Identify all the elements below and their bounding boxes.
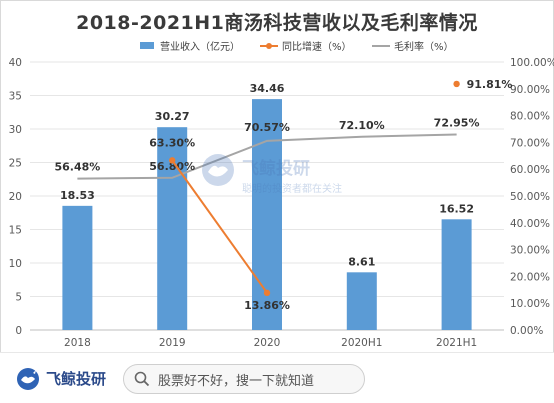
y-left-tick-label: 5 (15, 292, 22, 304)
y-right-tick-label: 0.00% (510, 325, 543, 337)
y-right-tick-label: 80.00% (510, 111, 550, 123)
y-left-tick-label: 40 (9, 57, 22, 69)
y-right-tick-label: 20.00% (510, 271, 550, 283)
x-tick-label: 2020 (254, 337, 281, 349)
footer-bar: 飞鲸投研 股票好不好，搜一下就知道 (0, 352, 554, 403)
y-left-tick-label: 20 (9, 191, 22, 203)
brand-name: 飞鲸投研 (46, 368, 106, 389)
x-tick-label: 2019 (159, 337, 186, 349)
bar (347, 272, 377, 330)
y-right-tick-label: 10.00% (510, 298, 550, 310)
legend-label: 毛利率（%） (394, 40, 454, 53)
growth-point (169, 157, 175, 163)
growth-data-label: 63.30% (149, 136, 195, 149)
y-right-tick-label: 40.00% (510, 218, 550, 230)
y-right-tick-label: 30.00% (510, 245, 550, 257)
y-right-tick-label: 50.00% (510, 191, 550, 203)
x-tick-label: 2018 (64, 337, 91, 349)
legend-swatch-marker (266, 43, 272, 49)
whale-logo-icon (16, 367, 40, 391)
chart-svg: 0 5 10 15 20 25 30 35 40 0.00% 10.00% 20.00% 30.00% 4… (0, 0, 554, 352)
margin-data-label: 72.95% (434, 116, 480, 129)
y-right-tick-label: 60.00% (510, 164, 550, 176)
y-right-tick-label: 100.00% (510, 57, 554, 69)
search-input[interactable]: 股票好不好，搜一下就知道 (123, 364, 365, 394)
bar (62, 206, 92, 330)
y-right-tick-label: 90.00% (510, 84, 550, 96)
legend-label: 营业收入（亿元） (160, 40, 240, 53)
margin-data-label: 56.48% (54, 161, 100, 174)
y-right-tick-label: 70.00% (510, 137, 550, 149)
y-left-tick-label: 30 (9, 124, 22, 136)
search-placeholder: 股票好不好，搜一下就知道 (158, 370, 314, 389)
margin-data-label: 72.10% (339, 119, 385, 132)
growth-point (453, 81, 459, 87)
x-tick-label: 2021H1 (436, 337, 477, 349)
bar-data-label: 18.53 (60, 189, 95, 202)
y-left-tick-label: 0 (15, 325, 22, 337)
bar-data-label: 8.61 (348, 255, 375, 268)
y-left-tick-label: 25 (9, 158, 22, 170)
y-left-tick-label: 35 (9, 91, 22, 103)
legend-swatch-bar (140, 42, 154, 49)
y-left-tick-label: 10 (9, 258, 22, 270)
search-icon (134, 371, 150, 387)
bar-data-label: 34.46 (250, 82, 285, 95)
bar (442, 219, 472, 330)
growth-data-label: 13.86% (244, 299, 290, 312)
y-left-tick-label: 15 (9, 225, 22, 237)
growth-point (264, 290, 270, 296)
legend-label: 同比增速（%） (282, 40, 352, 53)
margin-data-label: 70.57% (244, 121, 290, 134)
bar-data-label: 16.52 (439, 202, 474, 215)
x-tick-label: 2020H1 (341, 337, 382, 349)
growth-data-label: 91.81% (467, 78, 513, 91)
bar-data-label: 30.27 (155, 110, 190, 123)
